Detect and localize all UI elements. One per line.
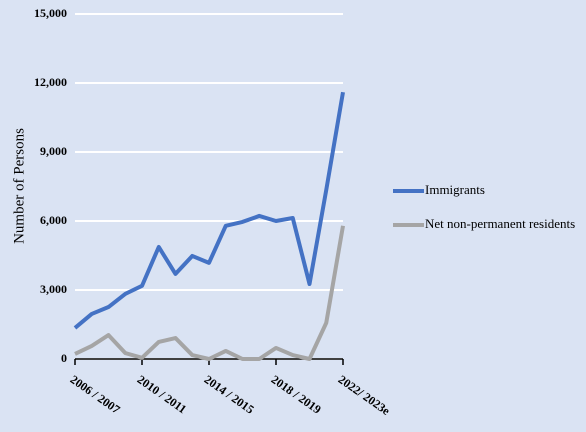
y-tick-label: 15,000 — [34, 6, 67, 20]
y-axis-label: Number of Persons — [11, 128, 27, 244]
series-line — [73, 91, 345, 330]
legend-label: Immigrants — [425, 182, 485, 197]
series-line — [74, 225, 345, 361]
y-tick-label: 9,000 — [40, 144, 67, 158]
y-tick-label: 12,000 — [34, 75, 67, 89]
y-tick-label: 0 — [61, 351, 67, 365]
legend-label: Net non-permanent residents — [425, 216, 575, 231]
y-tick-label: 6,000 — [40, 213, 67, 227]
y-tick-label: 3,000 — [40, 282, 67, 296]
